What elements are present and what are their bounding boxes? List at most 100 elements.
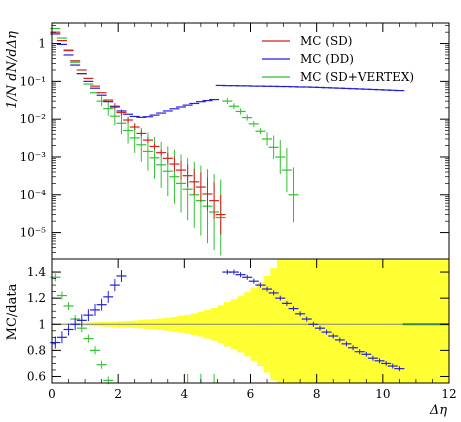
ratio-band-bin-56 [429, 259, 437, 383]
top-point-0-13 [136, 130, 147, 137]
bottom-point-1-6 [90, 303, 101, 316]
bottom-point-2-1 [56, 291, 67, 300]
bottom-point-1-35 [381, 360, 392, 366]
ratio-band-bin-55 [422, 259, 430, 383]
ratio-band-bin-43 [343, 259, 351, 383]
bottom-point-1-30 [348, 345, 359, 351]
bottom-point-1-25 [314, 325, 325, 331]
bottom-point-1-24 [308, 321, 319, 327]
top-point-0-19 [176, 160, 187, 180]
legend-entry-dd: MC (DD) [262, 52, 354, 66]
x-tick-label-0: 0 [48, 387, 56, 401]
bottom-point-1-27 [328, 333, 339, 339]
bottom-point-1-23 [301, 316, 312, 322]
top-point-2-31 [255, 128, 266, 135]
bottom-point-1-37 [394, 366, 405, 372]
ratio-band-bin-44 [349, 259, 357, 383]
legend-label-dd: MC (DD) [300, 52, 354, 66]
top-point-0-9 [109, 103, 120, 110]
bottom-y-tick-label-4: 1.4 [27, 265, 46, 279]
ratio-band-bin-38 [310, 259, 317, 383]
bottom-point-1-13 [235, 272, 246, 278]
top-y-tick-label-1: 10⁻¹ [20, 74, 46, 88]
ratio-band-bin-42 [336, 259, 344, 383]
top-point-2-36 [288, 167, 299, 223]
ratio-band-bin-36 [296, 259, 304, 383]
bottom-point-2-6 [90, 346, 101, 355]
bottom-point-1-4 [76, 314, 87, 327]
bottom-point-1-8 [103, 290, 114, 303]
bottom-point-1-34 [374, 358, 385, 364]
legend-label-sdv: MC (SD+VERTEX) [300, 70, 414, 84]
top-y-tick-label-0: 1 [38, 37, 46, 51]
ratio-band-bin-57 [435, 259, 443, 383]
top-point-0-14 [142, 137, 153, 144]
bottom-markers [50, 269, 405, 385]
ratio-band-bin-39 [316, 259, 324, 383]
bottom-y-axis-label: MC/data [5, 283, 20, 340]
top-y-tick-label-5: 10⁻⁵ [20, 226, 47, 240]
top-y-axis-label: 1/N dN/dΔη [5, 31, 20, 109]
top-point-0-21 [189, 168, 200, 195]
legend-entry-sdv: MC (SD+VERTEX) [262, 70, 414, 84]
ratio-band-bin-50 [389, 259, 397, 383]
top-point-2-30 [248, 120, 259, 127]
bottom-point-1-7 [96, 298, 107, 311]
bottom-point-1-21 [288, 306, 299, 312]
bottom-point-1-17 [262, 286, 273, 292]
bottom-point-2-5 [83, 334, 94, 343]
ratio-band-bin-40 [323, 259, 331, 383]
bottom-y-tick-label-2: 1 [38, 317, 46, 331]
bottom-point-1-14 [242, 274, 253, 280]
ratio-band-bin-47 [369, 259, 377, 383]
top-point-0-15 [149, 143, 160, 150]
top-point-2-16 [156, 141, 167, 188]
bottom-point-1-2 [63, 323, 74, 336]
bottom-point-1-26 [321, 329, 332, 335]
ratio-band-bin-48 [376, 259, 384, 383]
legend-label-sd: MC (SD) [300, 34, 353, 48]
bottom-point-2-7 [96, 360, 107, 369]
top-point-0-17 [162, 152, 173, 165]
top-markers [50, 27, 405, 256]
top-panel: 1 10⁻¹ 10⁻² 10⁻³ 10⁻⁴ 10⁻⁵ 1/N dN/dΔη MC (SD)… [5, 22, 450, 260]
ratio-band-bin-49 [382, 259, 390, 383]
top-y-ticks: 1 10⁻¹ 10⁻² 10⁻³ 10⁻⁴ 10⁻⁵ [20, 25, 449, 260]
bottom-point-1-10 [116, 269, 127, 282]
top-y-tick-label-2: 10⁻² [20, 112, 47, 126]
bottom-x-ticks: 0 2 4 6 8 10 12 [48, 23, 457, 401]
bottom-point-1-33 [367, 355, 378, 361]
ratio-band-bin-41 [329, 259, 337, 383]
bottom-point-1-29 [341, 341, 352, 347]
x-axis-label: Δη [429, 403, 447, 418]
ratio-band-bin-52 [402, 259, 410, 383]
ratio-band-bin-51 [396, 259, 403, 383]
x-tick-label-5: 10 [375, 387, 390, 401]
ratio-band-bin-34 [283, 259, 291, 383]
top-point-2-26 [222, 98, 233, 105]
top-point-0-23 [202, 177, 213, 211]
top-point-0-11 [123, 117, 134, 124]
top-point-2-32 [262, 132, 273, 146]
bottom-y-tick-label-0: 0.6 [27, 369, 46, 383]
top-point-2-27 [228, 103, 239, 110]
bottom-point-2-2 [63, 301, 74, 310]
bottom-point-1-3 [70, 318, 81, 331]
ratio-band-bin-53 [409, 259, 417, 383]
ratio-band-bin-35 [290, 259, 298, 383]
top-point-2-28 [235, 108, 246, 115]
bottom-point-1-36 [387, 363, 398, 369]
top-point-2-15 [149, 136, 160, 179]
bottom-point-1-31 [354, 349, 365, 355]
ratio-band-bin-33 [276, 259, 284, 383]
top-point-0-20 [182, 164, 193, 187]
ratio-band-bin-46 [362, 259, 370, 383]
bottom-point-1-16 [255, 282, 266, 288]
bottom-point-1-1 [56, 331, 67, 344]
top-y-tick-label-3: 10⁻³ [20, 150, 47, 164]
top-point-2-29 [242, 114, 253, 121]
bottom-point-1-32 [361, 351, 372, 357]
top-point-2-34 [275, 139, 286, 174]
bottom-point-1-20 [281, 300, 292, 306]
